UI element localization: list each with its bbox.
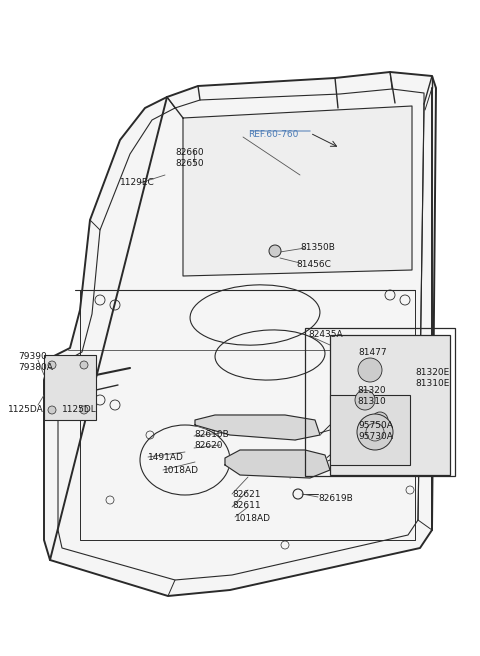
Circle shape [80, 361, 88, 369]
Text: 81456C: 81456C [296, 260, 331, 269]
Circle shape [355, 390, 375, 410]
Bar [330, 335, 450, 475]
Text: 79390
79380A: 79390 79380A [18, 352, 53, 372]
Text: 81350B: 81350B [300, 243, 335, 252]
Text: 1018AD: 1018AD [163, 466, 199, 475]
Text: 1129EC: 1129EC [120, 178, 155, 187]
Circle shape [48, 406, 56, 414]
Bar [44, 355, 96, 420]
Circle shape [48, 361, 56, 369]
Polygon shape [225, 450, 330, 478]
Text: 1125DA: 1125DA [8, 405, 44, 414]
Text: REF.60-760: REF.60-760 [248, 130, 299, 139]
Circle shape [358, 358, 382, 382]
Text: 82435A: 82435A [308, 330, 343, 339]
Circle shape [269, 245, 281, 257]
Polygon shape [183, 106, 412, 276]
Text: 1018AD: 1018AD [235, 514, 271, 523]
Polygon shape [44, 72, 436, 596]
Bar [305, 328, 455, 476]
Circle shape [372, 412, 388, 428]
Text: 81320E
81310E: 81320E 81310E [415, 368, 449, 388]
Text: 81477: 81477 [358, 348, 386, 357]
Text: 81320
81310: 81320 81310 [357, 386, 386, 406]
Bar [330, 395, 410, 465]
Text: 95750A
95730A: 95750A 95730A [358, 421, 393, 441]
Text: 82610B
82620: 82610B 82620 [194, 430, 229, 450]
Text: 82619B: 82619B [318, 494, 353, 503]
Text: 1125DL: 1125DL [62, 405, 97, 414]
Circle shape [80, 406, 88, 414]
Circle shape [357, 414, 393, 450]
Text: 82621
82611: 82621 82611 [232, 490, 261, 510]
Text: 1491AD: 1491AD [148, 453, 184, 462]
Text: 82660
82650: 82660 82650 [175, 148, 204, 168]
Polygon shape [195, 415, 320, 440]
